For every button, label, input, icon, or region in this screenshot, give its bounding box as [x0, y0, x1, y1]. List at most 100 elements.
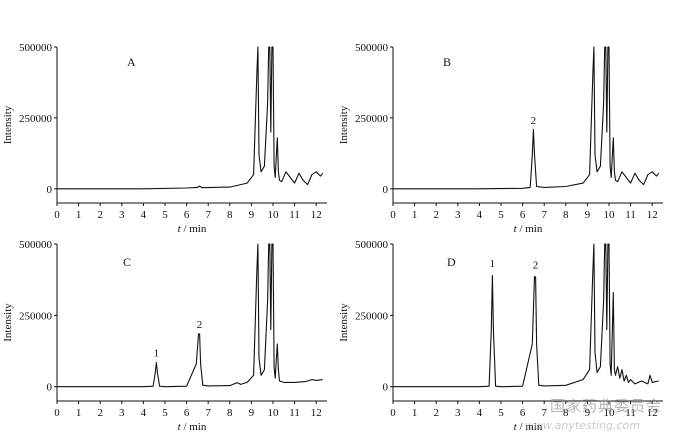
- x-tick-label: 8: [563, 407, 569, 419]
- y-tick-label: 0: [383, 382, 389, 394]
- x-tick-label: 5: [498, 209, 504, 221]
- peak-label: 2: [531, 115, 537, 127]
- x-tick-label: 10: [268, 209, 280, 221]
- chromatogram-trace: [393, 46, 660, 190]
- x-axis-title: t / min: [514, 223, 543, 235]
- x-tick-label: 5: [498, 407, 504, 419]
- x-tick-label: 8: [227, 209, 233, 221]
- x-tick-label: 9: [249, 407, 255, 419]
- x-axis-title-var: t: [178, 421, 182, 433]
- x-tick-label: 9: [585, 407, 591, 419]
- x-tick-label: 5: [162, 209, 168, 221]
- x-tick-label: 12: [647, 407, 658, 419]
- x-tick-label: 2: [97, 407, 103, 419]
- x-tick-label: 9: [585, 209, 591, 221]
- x-tick-label: 1: [76, 407, 82, 419]
- x-tick-label: 11: [625, 209, 636, 221]
- y-axis-title: Intensity: [338, 105, 350, 144]
- peak-label: 1: [490, 258, 496, 270]
- y-tick-label: 500000: [19, 42, 53, 54]
- x-tick-label: 3: [119, 209, 125, 221]
- panel-letter: A: [127, 55, 136, 69]
- x-tick-label: 4: [477, 407, 483, 419]
- x-tick-label: 6: [184, 209, 190, 221]
- x-tick-label: 4: [141, 209, 147, 221]
- x-tick-label: 5: [162, 407, 168, 419]
- x-tick-label: 4: [141, 407, 147, 419]
- x-tick-label: 9: [249, 209, 255, 221]
- x-tick-label: 8: [227, 407, 233, 419]
- x-tick-label: 12: [311, 407, 322, 419]
- panel-letter: D: [447, 255, 456, 269]
- peak-label: 2: [197, 319, 203, 331]
- x-tick-label: 7: [541, 407, 547, 419]
- x-tick-label: 7: [205, 209, 211, 221]
- x-tick-label: 6: [184, 407, 190, 419]
- y-tick-label: 0: [383, 184, 389, 196]
- x-tick-label: 8: [563, 209, 569, 221]
- x-tick-label: 2: [97, 209, 103, 221]
- panel-letter: B: [443, 55, 451, 69]
- x-tick-label: 7: [205, 407, 211, 419]
- x-tick-label: 1: [412, 209, 418, 221]
- x-tick-label: 0: [390, 407, 396, 419]
- y-tick-label: 500000: [355, 42, 389, 54]
- x-tick-label: 10: [604, 209, 616, 221]
- x-tick-label: 2: [433, 209, 439, 221]
- x-tick-label: 0: [390, 209, 396, 221]
- x-tick-label: 12: [647, 209, 658, 221]
- peak-label: 2: [533, 260, 539, 272]
- y-tick-label: 250000: [355, 310, 389, 322]
- y-tick-label: 250000: [355, 113, 389, 125]
- x-tick-label: 12: [311, 209, 322, 221]
- x-tick-label: 7: [541, 209, 547, 221]
- x-axis-title: t / min: [178, 223, 207, 235]
- x-axis-title: t / min: [514, 421, 543, 433]
- x-tick-label: 10: [604, 407, 616, 419]
- x-tick-label: 0: [54, 209, 60, 221]
- x-tick-label: 1: [412, 407, 418, 419]
- x-tick-label: 3: [119, 407, 125, 419]
- chromatogram-trace: [57, 243, 323, 388]
- y-axis-title: Intensity: [2, 105, 14, 144]
- x-tick-label: 6: [520, 407, 526, 419]
- y-tick-label: 0: [47, 184, 53, 196]
- watermark-site: www.anytesting.com: [524, 419, 640, 432]
- y-tick-label: 250000: [19, 113, 53, 125]
- peak-label: 1: [154, 347, 160, 359]
- x-tick-label: 4: [477, 209, 483, 221]
- chromatogram-trace: [393, 243, 659, 388]
- y-tick-label: 500000: [19, 239, 53, 251]
- x-axis-title-unit: / min: [181, 223, 207, 235]
- x-tick-label: 10: [268, 407, 280, 419]
- x-tick-label: 0: [54, 407, 60, 419]
- y-axis-title: Intensity: [338, 303, 350, 342]
- x-axis-title: t / min: [178, 421, 207, 433]
- x-tick-label: 6: [520, 209, 526, 221]
- watermark-text: 国家药典委员会: [549, 397, 662, 415]
- x-tick-label: 3: [455, 209, 461, 221]
- y-tick-label: 500000: [355, 239, 389, 251]
- x-tick-label: 11: [289, 407, 300, 419]
- y-tick-label: 0: [47, 382, 53, 394]
- panel-letter: C: [123, 255, 131, 269]
- x-axis-title-var: t: [514, 421, 518, 433]
- x-tick-label: 11: [289, 209, 300, 221]
- chromatogram-trace: [57, 46, 324, 190]
- x-tick-label: 1: [76, 209, 82, 221]
- x-axis-title-unit: / min: [517, 421, 543, 433]
- y-axis-title: Intensity: [2, 303, 14, 342]
- x-axis-title-unit: / min: [517, 223, 543, 235]
- x-tick-label: 11: [625, 407, 636, 419]
- y-tick-label: 250000: [19, 310, 53, 322]
- x-tick-label: 3: [455, 407, 461, 419]
- x-axis-title-unit: / min: [181, 421, 207, 433]
- x-axis-title-var: t: [178, 223, 182, 235]
- x-axis-title-var: t: [514, 223, 518, 235]
- x-tick-label: 2: [433, 407, 439, 419]
